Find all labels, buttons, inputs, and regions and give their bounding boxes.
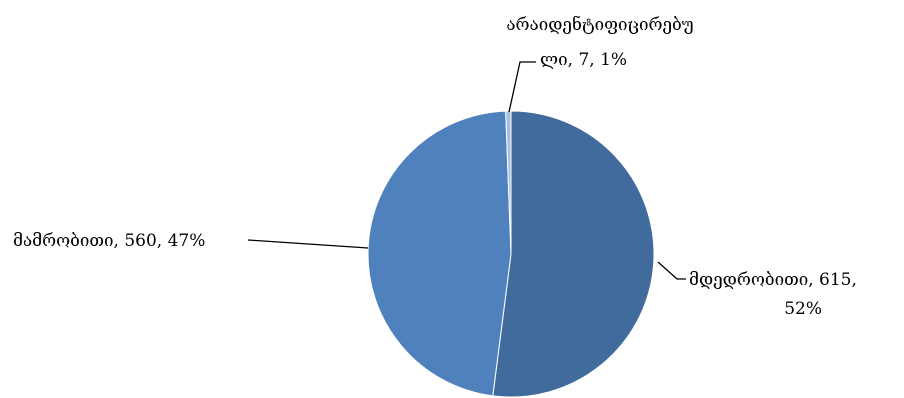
data-labels: მდედრობითი, 615, 52% მამრობითი, 560, 47%… xyxy=(13,15,857,319)
pie-slice-unidentified xyxy=(505,110,512,255)
data-label-female-line2: 52% xyxy=(784,299,822,319)
pie-slice-male xyxy=(367,110,512,397)
leader-line-unidentified xyxy=(508,61,536,113)
leader-line-male xyxy=(247,239,369,249)
leader-line-female xyxy=(657,261,686,280)
data-label-female-line1: მდედრობითი, 615, xyxy=(689,270,857,290)
data-label-unidentified-line1: არაიდენტიფიცირებუ xyxy=(506,15,693,35)
pie-slice-female xyxy=(492,110,655,398)
data-label-male: მამრობითი, 560, 47% xyxy=(13,231,205,251)
data-label-unidentified-line2: ლი, 7, 1% xyxy=(540,50,627,70)
leader-lines xyxy=(247,61,686,280)
pie-slices xyxy=(367,110,655,398)
